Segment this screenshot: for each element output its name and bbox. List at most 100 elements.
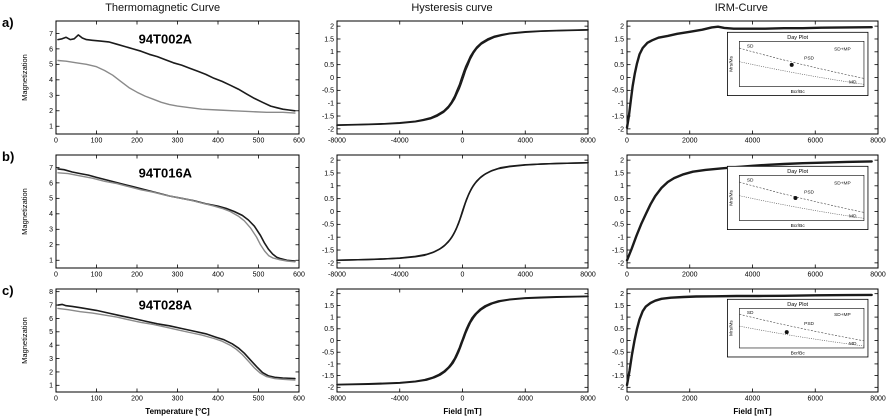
y-tick-label: 1 <box>620 314 624 321</box>
x-tick-label: 8000 <box>870 138 886 145</box>
inset-y-axis-label: Mrs/Ms <box>728 55 734 71</box>
y-tick-label: -1.5 <box>612 247 624 254</box>
y-axis-label: Magnetization <box>20 54 29 101</box>
inset-mixing-curve-2 <box>738 195 864 219</box>
inset-plot-frame <box>738 174 864 221</box>
plot-frame <box>55 154 300 269</box>
day-plot-inset: Day Plot SD PSD SD+MP MD Mrs/Ms Bcr/Bc <box>726 298 869 358</box>
x-tick-label: -4000 <box>391 138 409 145</box>
x-tick-label: 600 <box>293 138 305 145</box>
y-tick-label: -0.5 <box>322 222 334 229</box>
y-tick-label: 7 <box>49 31 53 38</box>
x-tick-label: 400 <box>212 138 224 145</box>
y-tick-label: 7 <box>49 302 53 309</box>
y-tick-label: 5 <box>49 329 53 336</box>
y-tick-label: 1 <box>330 183 334 190</box>
y-tick-label: -2 <box>328 260 334 267</box>
x-tick-label: 100 <box>91 272 103 279</box>
inset-region-label: SD <box>747 310 754 316</box>
x-tick-label: -8000 <box>328 396 346 403</box>
column-title-thermomagnetic: Thermomagnetic Curve <box>105 2 221 14</box>
y-tick-label: 0.5 <box>325 62 335 69</box>
inset-mixing-curve-1 <box>738 313 864 342</box>
y-tick-label: 4 <box>49 77 53 84</box>
y-tick-label: 1.5 <box>325 36 335 43</box>
series-loop-branch <box>336 28 590 126</box>
x-tick-label: 0 <box>625 272 629 279</box>
sample-label: 94T016A <box>139 166 193 181</box>
x-tick-label: 0 <box>54 138 58 145</box>
y-tick-label: 1 <box>49 258 53 265</box>
y-tick-label: 1 <box>49 124 53 131</box>
y-tick-label: -1 <box>328 101 334 108</box>
y-tick-label: 2 <box>330 291 334 298</box>
y-tick-label: -1.5 <box>612 113 624 120</box>
y-tick-label: -0.5 <box>612 350 624 357</box>
y-tick-label: -1 <box>617 361 623 368</box>
y-tick-label: -2 <box>617 126 623 133</box>
inset-title: Day Plot <box>787 35 808 41</box>
inset-data-point <box>793 195 798 200</box>
x-tick-label: 400 <box>212 396 224 403</box>
column-title-irm: IRM-Curve <box>714 2 768 14</box>
series-loop-branch-mirror <box>336 295 590 386</box>
x-axis-label: Field [mT] <box>733 407 772 416</box>
inset-region-label: SD+MP <box>834 180 851 186</box>
inset-x-axis-label: Bcr/Bc <box>790 223 805 229</box>
y-tick-label: 5 <box>49 196 53 203</box>
sample-label: 94T028A <box>139 298 193 313</box>
y-tick-label: 0.5 <box>614 62 624 69</box>
column-title-hysteresis: Hysteresis curve <box>411 2 493 14</box>
y-tick-label: 2 <box>330 158 334 165</box>
y-tick-label: 1 <box>330 314 334 321</box>
x-tick-label: 2000 <box>682 272 698 279</box>
x-tick-label: 6000 <box>807 396 823 403</box>
y-tick-label: 1 <box>620 49 624 56</box>
x-tick-label: 0 <box>625 138 629 145</box>
x-tick-label: 4000 <box>518 396 534 403</box>
inset-plot-frame <box>738 307 864 349</box>
y-tick-label: -1.5 <box>322 113 334 120</box>
inset-region-label: PSD <box>804 189 814 195</box>
y-tick-label: -2 <box>328 126 334 133</box>
inset-mixing-curve-1 <box>738 181 864 213</box>
y-tick-label: -2 <box>617 260 623 267</box>
inset-region-label: MD <box>849 341 857 347</box>
x-tick-label: -8000 <box>328 272 346 279</box>
inset-mixing-curve-1 <box>738 47 864 79</box>
y-tick-label: -1.5 <box>322 373 334 380</box>
x-tick-label: 300 <box>172 138 184 145</box>
series-irm-acquisition <box>625 293 873 387</box>
x-axis-label: Field [mT] <box>444 407 483 416</box>
y-axis-label: Magnetization <box>20 317 29 364</box>
x-tick-label: 4000 <box>744 138 760 145</box>
inset-y-axis-label: Mrs/Ms <box>728 320 734 336</box>
x-tick-label: 100 <box>91 138 103 145</box>
y-tick-label: 1 <box>620 183 624 190</box>
y-tick-label: 6 <box>49 316 53 323</box>
x-tick-label: 200 <box>131 396 143 403</box>
x-tick-label: -4000 <box>391 396 409 403</box>
x-tick-label: 600 <box>293 272 305 279</box>
y-tick-label: 2 <box>49 108 53 115</box>
y-tick-label: 2 <box>330 24 334 31</box>
inset-region-label: SD+MP <box>834 312 851 318</box>
series-cooling <box>57 172 296 263</box>
y-tick-label: 0 <box>620 209 624 216</box>
series-irm-acquisition <box>625 160 873 262</box>
inset-data-point <box>784 330 789 335</box>
y-tick-label: 1.5 <box>614 303 624 310</box>
thermomagnetic-chart-a: 0 100 200 300 400 500 600 1 2 3 4 5 6 7 94T002A Magneti… <box>18 16 307 150</box>
y-tick-label: 0.5 <box>325 196 335 203</box>
inset-region-label: SD+MP <box>834 46 851 52</box>
x-tick-label: 200 <box>131 272 143 279</box>
y-tick-label: -2 <box>328 385 334 392</box>
y-tick-label: 0.5 <box>614 326 624 333</box>
x-tick-label: 0 <box>461 396 465 403</box>
series-loop-branch-mirror <box>336 29 590 127</box>
y-tick-label: 1.5 <box>325 170 335 177</box>
x-tick-label: 0 <box>625 396 629 403</box>
inset-plot-frame <box>738 40 864 87</box>
x-tick-label: 4000 <box>518 138 534 145</box>
x-tick-label: 500 <box>253 138 265 145</box>
